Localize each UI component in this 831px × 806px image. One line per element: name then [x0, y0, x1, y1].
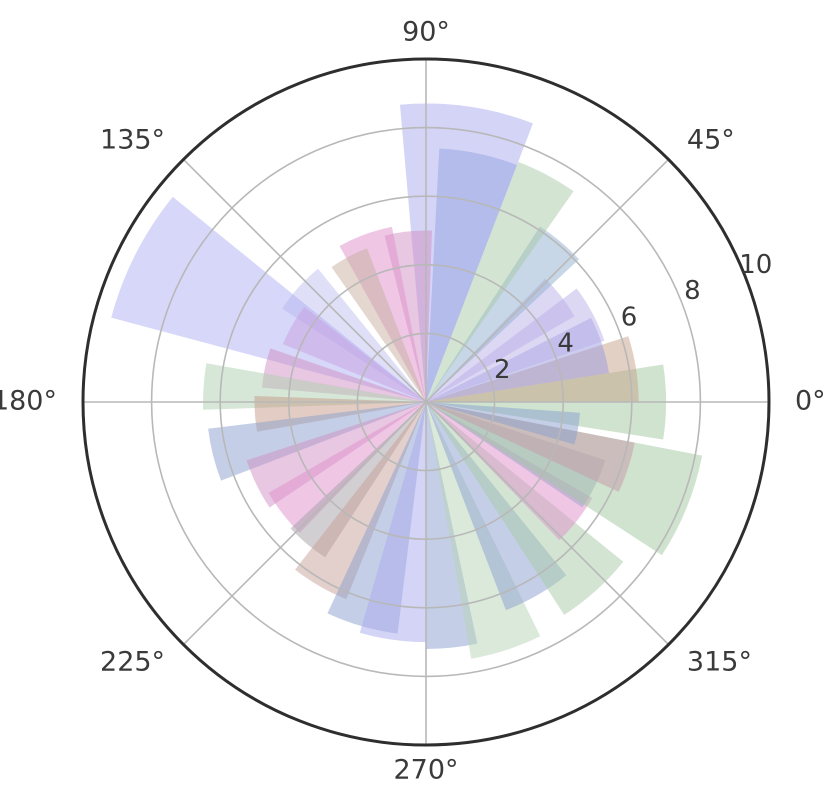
angle-tick-label-2: 90°	[402, 17, 450, 48]
radial-tick-label-1: 4	[557, 329, 574, 359]
polar-bar-28	[426, 402, 624, 615]
angle-tick-label-3: 135°	[100, 125, 165, 156]
grid-layer	[83, 59, 769, 745]
angle-tick-label-4: 180°	[0, 386, 57, 417]
polar-bar-32	[426, 402, 635, 492]
radial-tick-label-4: 10	[739, 250, 772, 280]
polar-frame	[81, 57, 771, 747]
polar-bar-12	[282, 268, 426, 402]
polar-bar-5	[426, 226, 580, 402]
angle-tick-label-6: 270°	[393, 755, 458, 786]
polar-bar-33	[426, 402, 580, 445]
angular-grid-line-3	[182, 158, 427, 403]
angular-grid-line-5	[182, 401, 427, 646]
polar-bar-21	[290, 402, 426, 558]
polar-bar-24	[359, 402, 426, 643]
bars-layer	[111, 103, 703, 659]
angular-grid-line-1	[425, 158, 670, 403]
polar-bar-31	[426, 402, 703, 556]
angle-tick-label-0: 0°	[795, 386, 826, 417]
angle-tick-label-1: 45°	[687, 125, 735, 156]
polar-bar-8	[399, 103, 533, 403]
polar-bar-20	[268, 402, 426, 533]
polar-bar-29	[426, 402, 593, 541]
polar-bar-11	[331, 248, 426, 402]
angular-grid-line-7	[425, 401, 670, 646]
polar-bar-4	[426, 278, 575, 402]
radial-tick-label-3: 8	[684, 276, 701, 306]
polar-bar-14	[111, 196, 427, 402]
angle-tick-label-7: 315°	[687, 646, 752, 677]
polar-bar-22	[295, 402, 426, 600]
radial-tick-labels: 2 4 6 8 10	[494, 250, 772, 385]
radial-tick-label-2: 6	[621, 302, 638, 332]
angle-tick-label-5: 225°	[100, 646, 165, 677]
angle-tick-labels: 0° 45° 90° 135° 180° 225° 270° 315°	[0, 17, 826, 786]
radial-tick-label-0: 2	[494, 355, 511, 385]
polar-bar-6	[426, 161, 574, 402]
